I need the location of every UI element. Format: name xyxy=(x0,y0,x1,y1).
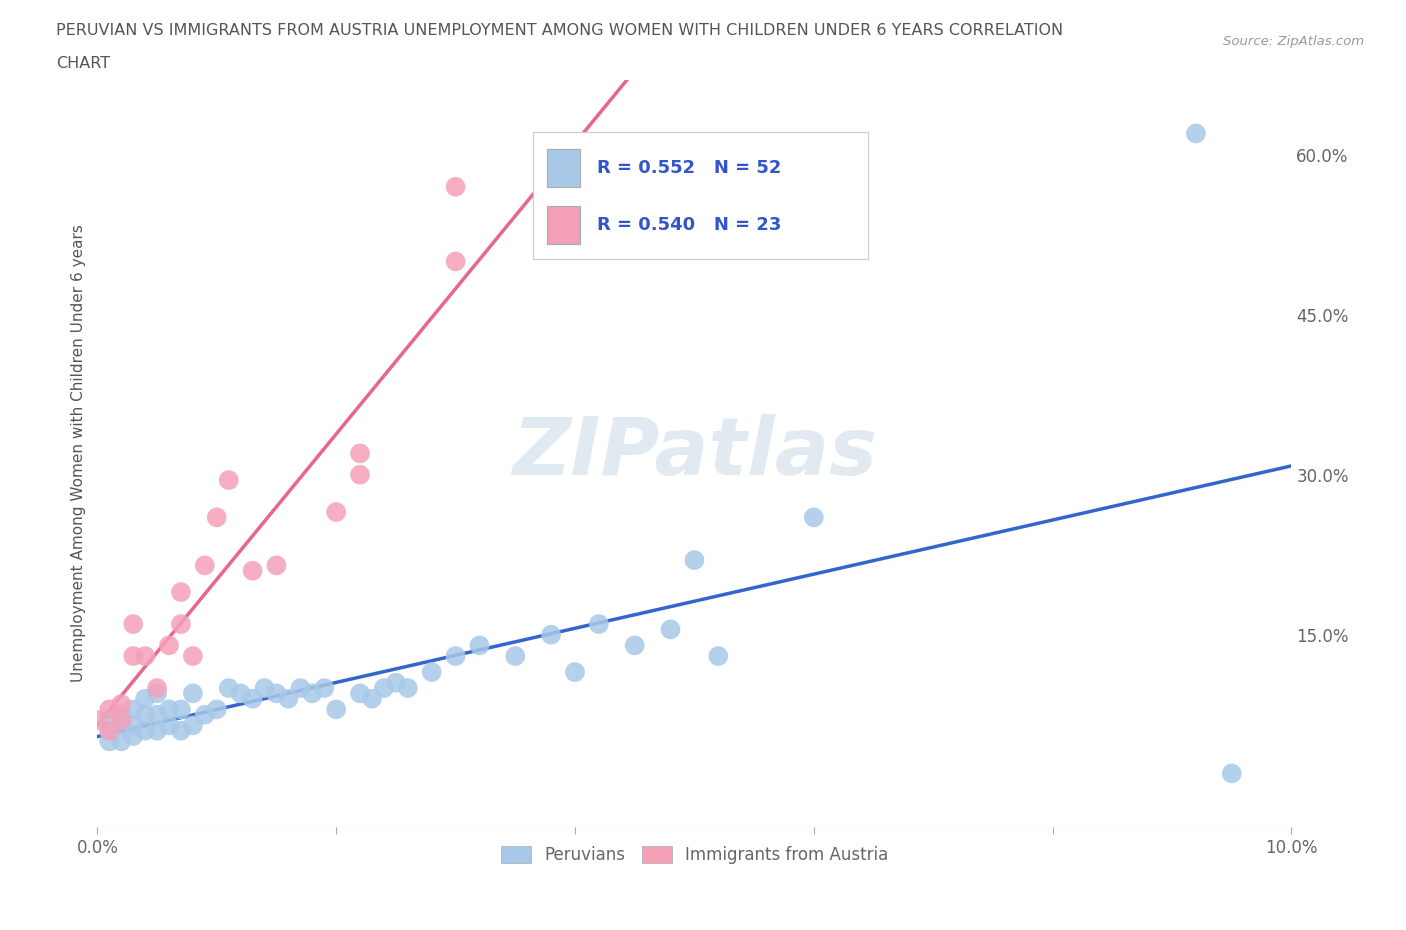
Point xyxy=(122,617,145,631)
Point xyxy=(325,505,347,520)
Point xyxy=(181,718,204,733)
Point xyxy=(157,638,180,653)
Legend: Peruvians, Immigrants from Austria: Peruvians, Immigrants from Austria xyxy=(494,839,894,870)
Point xyxy=(205,702,228,717)
Point xyxy=(385,675,408,690)
Point xyxy=(444,254,467,269)
Text: PERUVIAN VS IMMIGRANTS FROM AUSTRIA UNEMPLOYMENT AMONG WOMEN WITH CHILDREN UNDER: PERUVIAN VS IMMIGRANTS FROM AUSTRIA UNEM… xyxy=(56,23,1063,38)
Point xyxy=(659,622,682,637)
Point xyxy=(146,681,169,696)
Y-axis label: Unemployment Among Women with Children Under 6 years: Unemployment Among Women with Children U… xyxy=(72,224,86,683)
Point xyxy=(803,510,825,525)
Point xyxy=(301,686,323,701)
Point xyxy=(157,718,180,733)
Point xyxy=(349,467,371,482)
Point xyxy=(146,686,169,701)
Point xyxy=(98,734,121,749)
Point xyxy=(1185,126,1208,140)
Point xyxy=(98,724,121,738)
Point xyxy=(170,702,193,717)
Point xyxy=(110,718,132,733)
Point xyxy=(134,691,156,706)
Point xyxy=(468,638,491,653)
Point xyxy=(157,702,180,717)
Point xyxy=(134,724,156,738)
Point xyxy=(242,564,264,578)
Point xyxy=(98,702,121,717)
Point xyxy=(170,585,193,600)
Point xyxy=(122,648,145,663)
Point xyxy=(707,648,730,663)
Point xyxy=(290,681,312,696)
Point xyxy=(98,724,121,738)
Point xyxy=(146,724,169,738)
Point xyxy=(325,702,347,717)
Point xyxy=(218,472,240,487)
Point xyxy=(314,681,336,696)
Point xyxy=(122,728,145,743)
Point xyxy=(396,681,419,696)
Point xyxy=(170,617,193,631)
Point xyxy=(181,686,204,701)
Point xyxy=(110,697,132,711)
Point xyxy=(134,648,156,663)
Point xyxy=(277,691,299,706)
Text: ZIPatlas: ZIPatlas xyxy=(512,415,877,492)
Point xyxy=(361,691,384,706)
Point xyxy=(122,702,145,717)
Point xyxy=(540,627,562,642)
Point xyxy=(194,708,217,723)
Point xyxy=(218,681,240,696)
Point xyxy=(110,712,132,727)
Point xyxy=(1220,766,1243,781)
Point xyxy=(146,708,169,723)
Point xyxy=(349,686,371,701)
Point xyxy=(110,734,132,749)
Point xyxy=(86,712,108,727)
Point xyxy=(98,712,121,727)
Point xyxy=(444,648,467,663)
Point xyxy=(266,686,288,701)
Point xyxy=(181,648,204,663)
Point xyxy=(229,686,252,701)
Point xyxy=(266,558,288,573)
Point xyxy=(420,665,443,680)
Text: CHART: CHART xyxy=(56,56,110,71)
Point xyxy=(110,708,132,723)
Point xyxy=(170,724,193,738)
Point xyxy=(242,691,264,706)
Point xyxy=(373,681,395,696)
Point xyxy=(194,558,217,573)
Text: Source: ZipAtlas.com: Source: ZipAtlas.com xyxy=(1223,35,1364,48)
Point xyxy=(588,617,610,631)
Point xyxy=(623,638,645,653)
Point xyxy=(349,446,371,461)
Point xyxy=(205,510,228,525)
Point xyxy=(564,665,586,680)
Point xyxy=(253,681,276,696)
Point xyxy=(122,718,145,733)
Point xyxy=(134,708,156,723)
Point xyxy=(503,648,526,663)
Point xyxy=(683,552,706,567)
Point xyxy=(444,179,467,194)
